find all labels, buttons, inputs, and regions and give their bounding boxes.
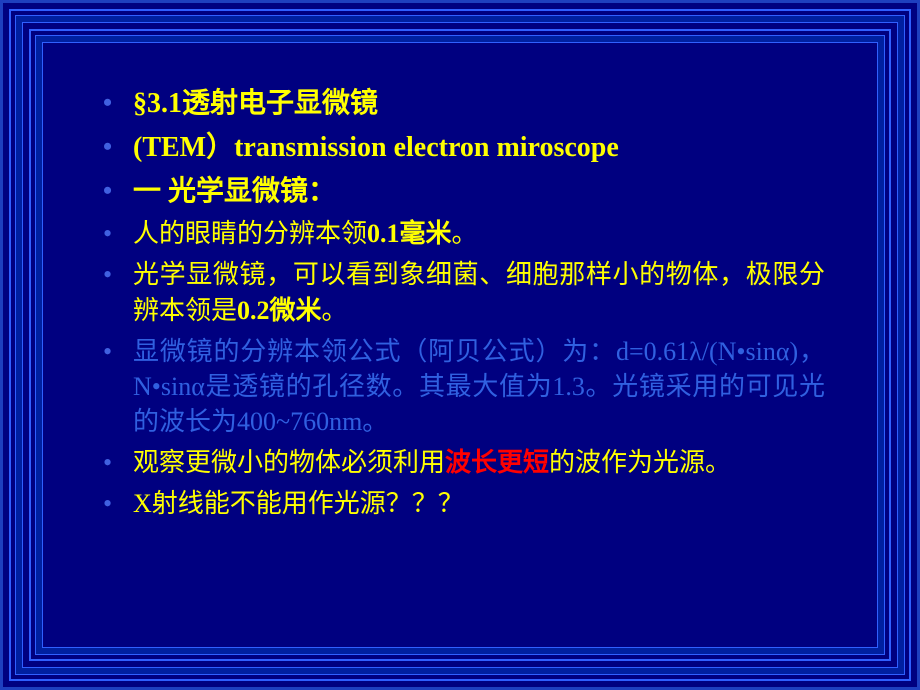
line-eye-resolution: 人的眼睛的分辨本领0.1毫米。: [95, 216, 825, 251]
lambda-symbol: λ: [689, 337, 702, 366]
slide-outer-frame: §3.1透射电子显微镜 (TEM）transmission electron m…: [0, 0, 920, 690]
text-fragment: 观察更微小的物体必须利用: [133, 448, 445, 477]
line-optical-microscope: 光学显微镜，可以看到象细菌、细胞那样小的物体，极限分辨本领是0.2微米。: [95, 257, 825, 327]
line-title: §3.1透射电子显微镜: [95, 85, 825, 123]
text-fragment: 人的眼睛的分辨本领: [133, 219, 367, 248]
text-fragment: 。: [322, 296, 348, 325]
line-section: 一 光学显微镜：: [95, 173, 825, 211]
text-fragment: /(N: [702, 337, 737, 366]
text-fragment: 是透镜的孔径数。其最大值为1.3。光镜采用的可见光的波长为400~760nm。: [133, 372, 825, 436]
line-shorter-wavelength: 观察更微小的物体必须利用波长更短的波作为光源。: [95, 445, 825, 480]
text-fragment: 显微镜的分辨本领公式（阿贝公式）为：d=0.61: [133, 337, 689, 366]
dot-symbol: •: [736, 337, 745, 366]
dot-symbol: •: [152, 372, 161, 401]
slide-content: §3.1透射电子显微镜 (TEM）transmission electron m…: [47, 47, 873, 643]
alpha-symbol: α: [191, 372, 205, 401]
text-fragment: sin: [161, 372, 191, 401]
text-emphasis: 0.2微米: [237, 296, 322, 325]
line-subtitle: (TEM）transmission electron miroscope: [95, 129, 825, 167]
text-emphasis-red: 波长更短: [445, 448, 549, 477]
text-fragment: 。: [452, 219, 478, 248]
text-fragment: 的波作为光源。: [549, 448, 731, 477]
line-abbe-formula: 显微镜的分辨本领公式（阿贝公式）为：d=0.61λ/(N•sinα)，N•sin…: [95, 334, 825, 439]
text-emphasis: 0.1毫米: [367, 219, 452, 248]
alpha-symbol: α: [776, 337, 790, 366]
text-fragment: sin: [746, 337, 776, 366]
line-xray-question: X射线能不能用作光源？？？: [95, 486, 825, 521]
bullet-list: §3.1透射电子显微镜 (TEM）transmission electron m…: [95, 85, 825, 521]
